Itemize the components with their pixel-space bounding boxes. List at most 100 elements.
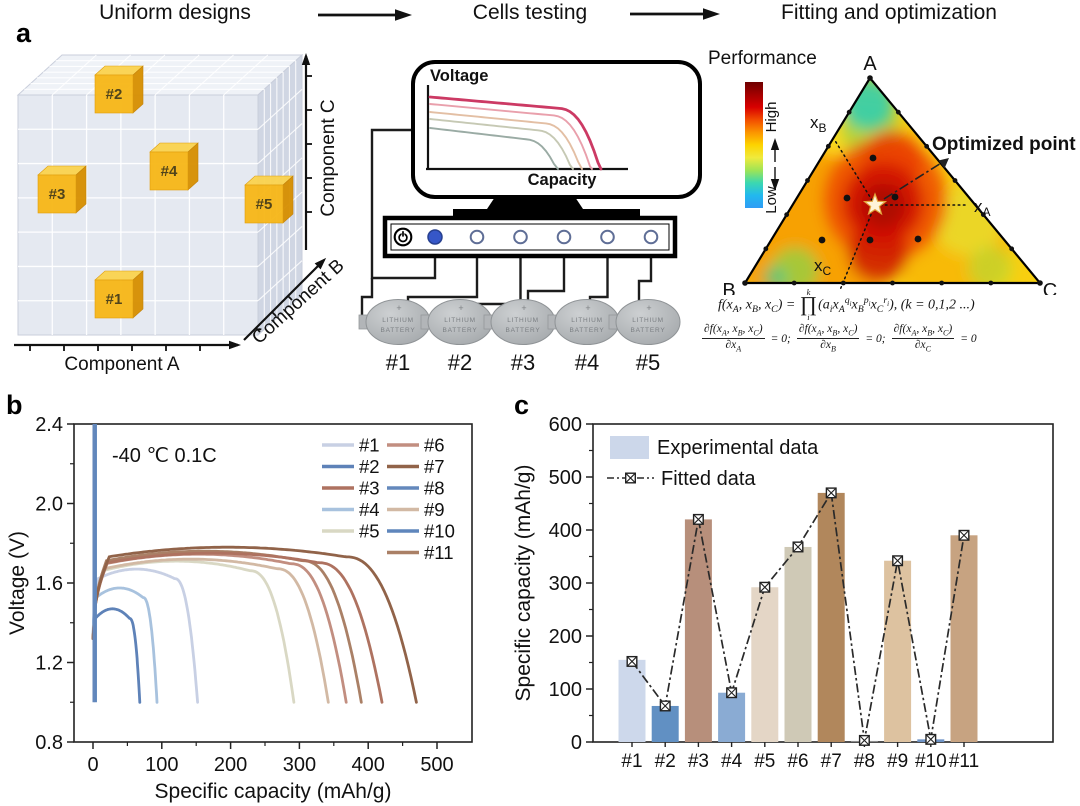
screen-curve-5 <box>428 95 603 171</box>
y-tick-label: 500 <box>549 467 582 489</box>
battery-text-lithium: LITHIUM <box>382 317 414 324</box>
y-tick-label: 100 <box>549 679 582 701</box>
battery-label-#2: #2 <box>448 350 472 375</box>
edge-dot <box>980 212 986 218</box>
side-grid-line <box>257 226 303 267</box>
marker-x2 <box>792 541 804 553</box>
channel-port-4 <box>600 229 615 245</box>
top-grid-line <box>223 54 269 96</box>
edge-dot <box>924 143 930 149</box>
component-a-axis-head <box>229 340 241 350</box>
y-tick-label: 1.6 <box>35 573 63 595</box>
x-category-label: #6 <box>787 751 808 772</box>
optimized-annotation-line <box>883 159 947 200</box>
battery-plus-mark: + <box>521 303 526 313</box>
power-ring <box>393 227 413 247</box>
cube-front <box>37 174 77 214</box>
fitted-marker-#6 <box>792 541 804 553</box>
channel-port-3 <box>556 229 572 245</box>
curve-#11 <box>91 549 363 704</box>
fitted-marker-#2 <box>659 700 671 712</box>
edge-dot <box>763 246 769 252</box>
battery-text-battery: BATTERY <box>506 327 541 334</box>
legend-item-#1: #1 <box>322 435 380 456</box>
panel-a-label: a <box>16 18 32 48</box>
optimized-point-label: Optimized point <box>932 134 1076 155</box>
legend-item-#5: #5 <box>322 521 380 542</box>
workflow-arrow-1-icon <box>318 9 412 21</box>
screen-voltage-label: Voltage <box>430 67 488 85</box>
battery-label-#3: #3 <box>511 350 535 375</box>
legend-item-#9: #9 <box>387 499 445 520</box>
screen-capacity-label: Capacity <box>528 171 598 189</box>
wire-battery-3 <box>526 244 566 300</box>
bar-#2 <box>651 705 679 742</box>
battery-plus-mark: + <box>396 303 401 313</box>
fitted-marker-#11 <box>958 529 970 541</box>
performance-colorbar-title: Performance <box>708 48 817 69</box>
fitted-marker-#5 <box>759 581 771 593</box>
y-tick-label: 1.2 <box>35 653 63 675</box>
fitted-marker-#8 <box>858 734 870 746</box>
ternary-contour-diagram: Performance High Low xB xA xC Optimized point A… <box>708 48 1076 295</box>
battery-cell-#2: + LITHIUM BATTERY <box>420 299 493 345</box>
battery-text-lithium: LITHIUM <box>507 317 539 324</box>
marker-x2 <box>626 656 638 667</box>
x-category-label: #9 <box>887 751 908 772</box>
curve-#3 <box>91 551 384 704</box>
y-tick-label: 600 <box>549 414 582 436</box>
heatmap-blob <box>842 78 894 130</box>
marker-x2 <box>726 687 737 698</box>
battery-text-battery: BATTERY <box>631 327 666 334</box>
monitor-base <box>453 209 640 218</box>
workflow-step-cells-testing: Cells testing <box>472 1 588 24</box>
sample-cube-label: #1 <box>106 291 123 308</box>
wire-battery-4 <box>588 244 609 300</box>
x-tick-label: 500 <box>420 754 453 776</box>
legend-item-#10: #10 <box>387 521 455 542</box>
power-button-icon <box>393 227 413 247</box>
cells-testing-diagram: Voltage Capacity + LITHIUM BATTERY #1 + LITHIUM… <box>358 60 702 375</box>
panel-b-ylabel: Voltage (V) <box>6 531 29 635</box>
marker-x2 <box>892 555 903 566</box>
fitted-marker-#10 <box>925 733 937 745</box>
sample-cube-label: #2 <box>106 86 123 103</box>
legend-item-#11: #11 <box>387 542 454 563</box>
legend-item-experimental: Experimental data <box>610 436 819 459</box>
marker-x2 <box>660 700 671 712</box>
screen-curve-3 <box>429 111 583 170</box>
axis-tick <box>271 311 277 317</box>
guide-line-xc <box>839 204 876 291</box>
fitted-marker-#9 <box>892 555 904 567</box>
legend-label: #8 <box>424 478 445 499</box>
curve-#7 <box>91 545 418 704</box>
battery-cell-#5: + LITHIUM BATTERY <box>608 299 681 345</box>
battery-label-#4: #4 <box>575 350 599 375</box>
legend-label: #4 <box>359 499 380 520</box>
bar-#6 <box>784 546 812 742</box>
marker-x2 <box>859 735 870 746</box>
legend-label: #6 <box>424 435 445 456</box>
design-point-dot <box>818 236 826 244</box>
heatmap-blob <box>763 266 787 283</box>
temperature-annotation: -40 ℃ 0.1C <box>112 445 217 467</box>
battery-plus-mark: + <box>458 303 463 313</box>
screen-curve-1 <box>429 127 559 170</box>
legend-label-fitted: Fitted data <box>661 468 756 490</box>
bar-#4 <box>718 692 746 742</box>
heatmap-blob <box>771 247 819 283</box>
workflow-arrow-2-icon <box>630 8 720 20</box>
legend-label: #7 <box>424 456 445 477</box>
colorbar-low-arrow-icon-head <box>770 179 780 191</box>
edge-dot <box>784 212 790 218</box>
workflow-step-uniform-designs: Uniform designs <box>99 1 251 24</box>
edge-dot <box>791 280 797 286</box>
battery-text-lithium: LITHIUM <box>571 317 603 324</box>
legend-swatch-experimental <box>610 436 649 459</box>
performance-colorbar <box>745 82 763 208</box>
marker-x2 <box>925 734 936 745</box>
fitted-marker-#4 <box>726 687 738 699</box>
formula-partial-derivatives: ∂f(xA, xB, xC) ∂xA = 0; ∂f(xA, xB, xC) ∂xB… <box>702 323 977 354</box>
bar-#9 <box>884 560 912 742</box>
x-category-label: #8 <box>854 751 875 772</box>
